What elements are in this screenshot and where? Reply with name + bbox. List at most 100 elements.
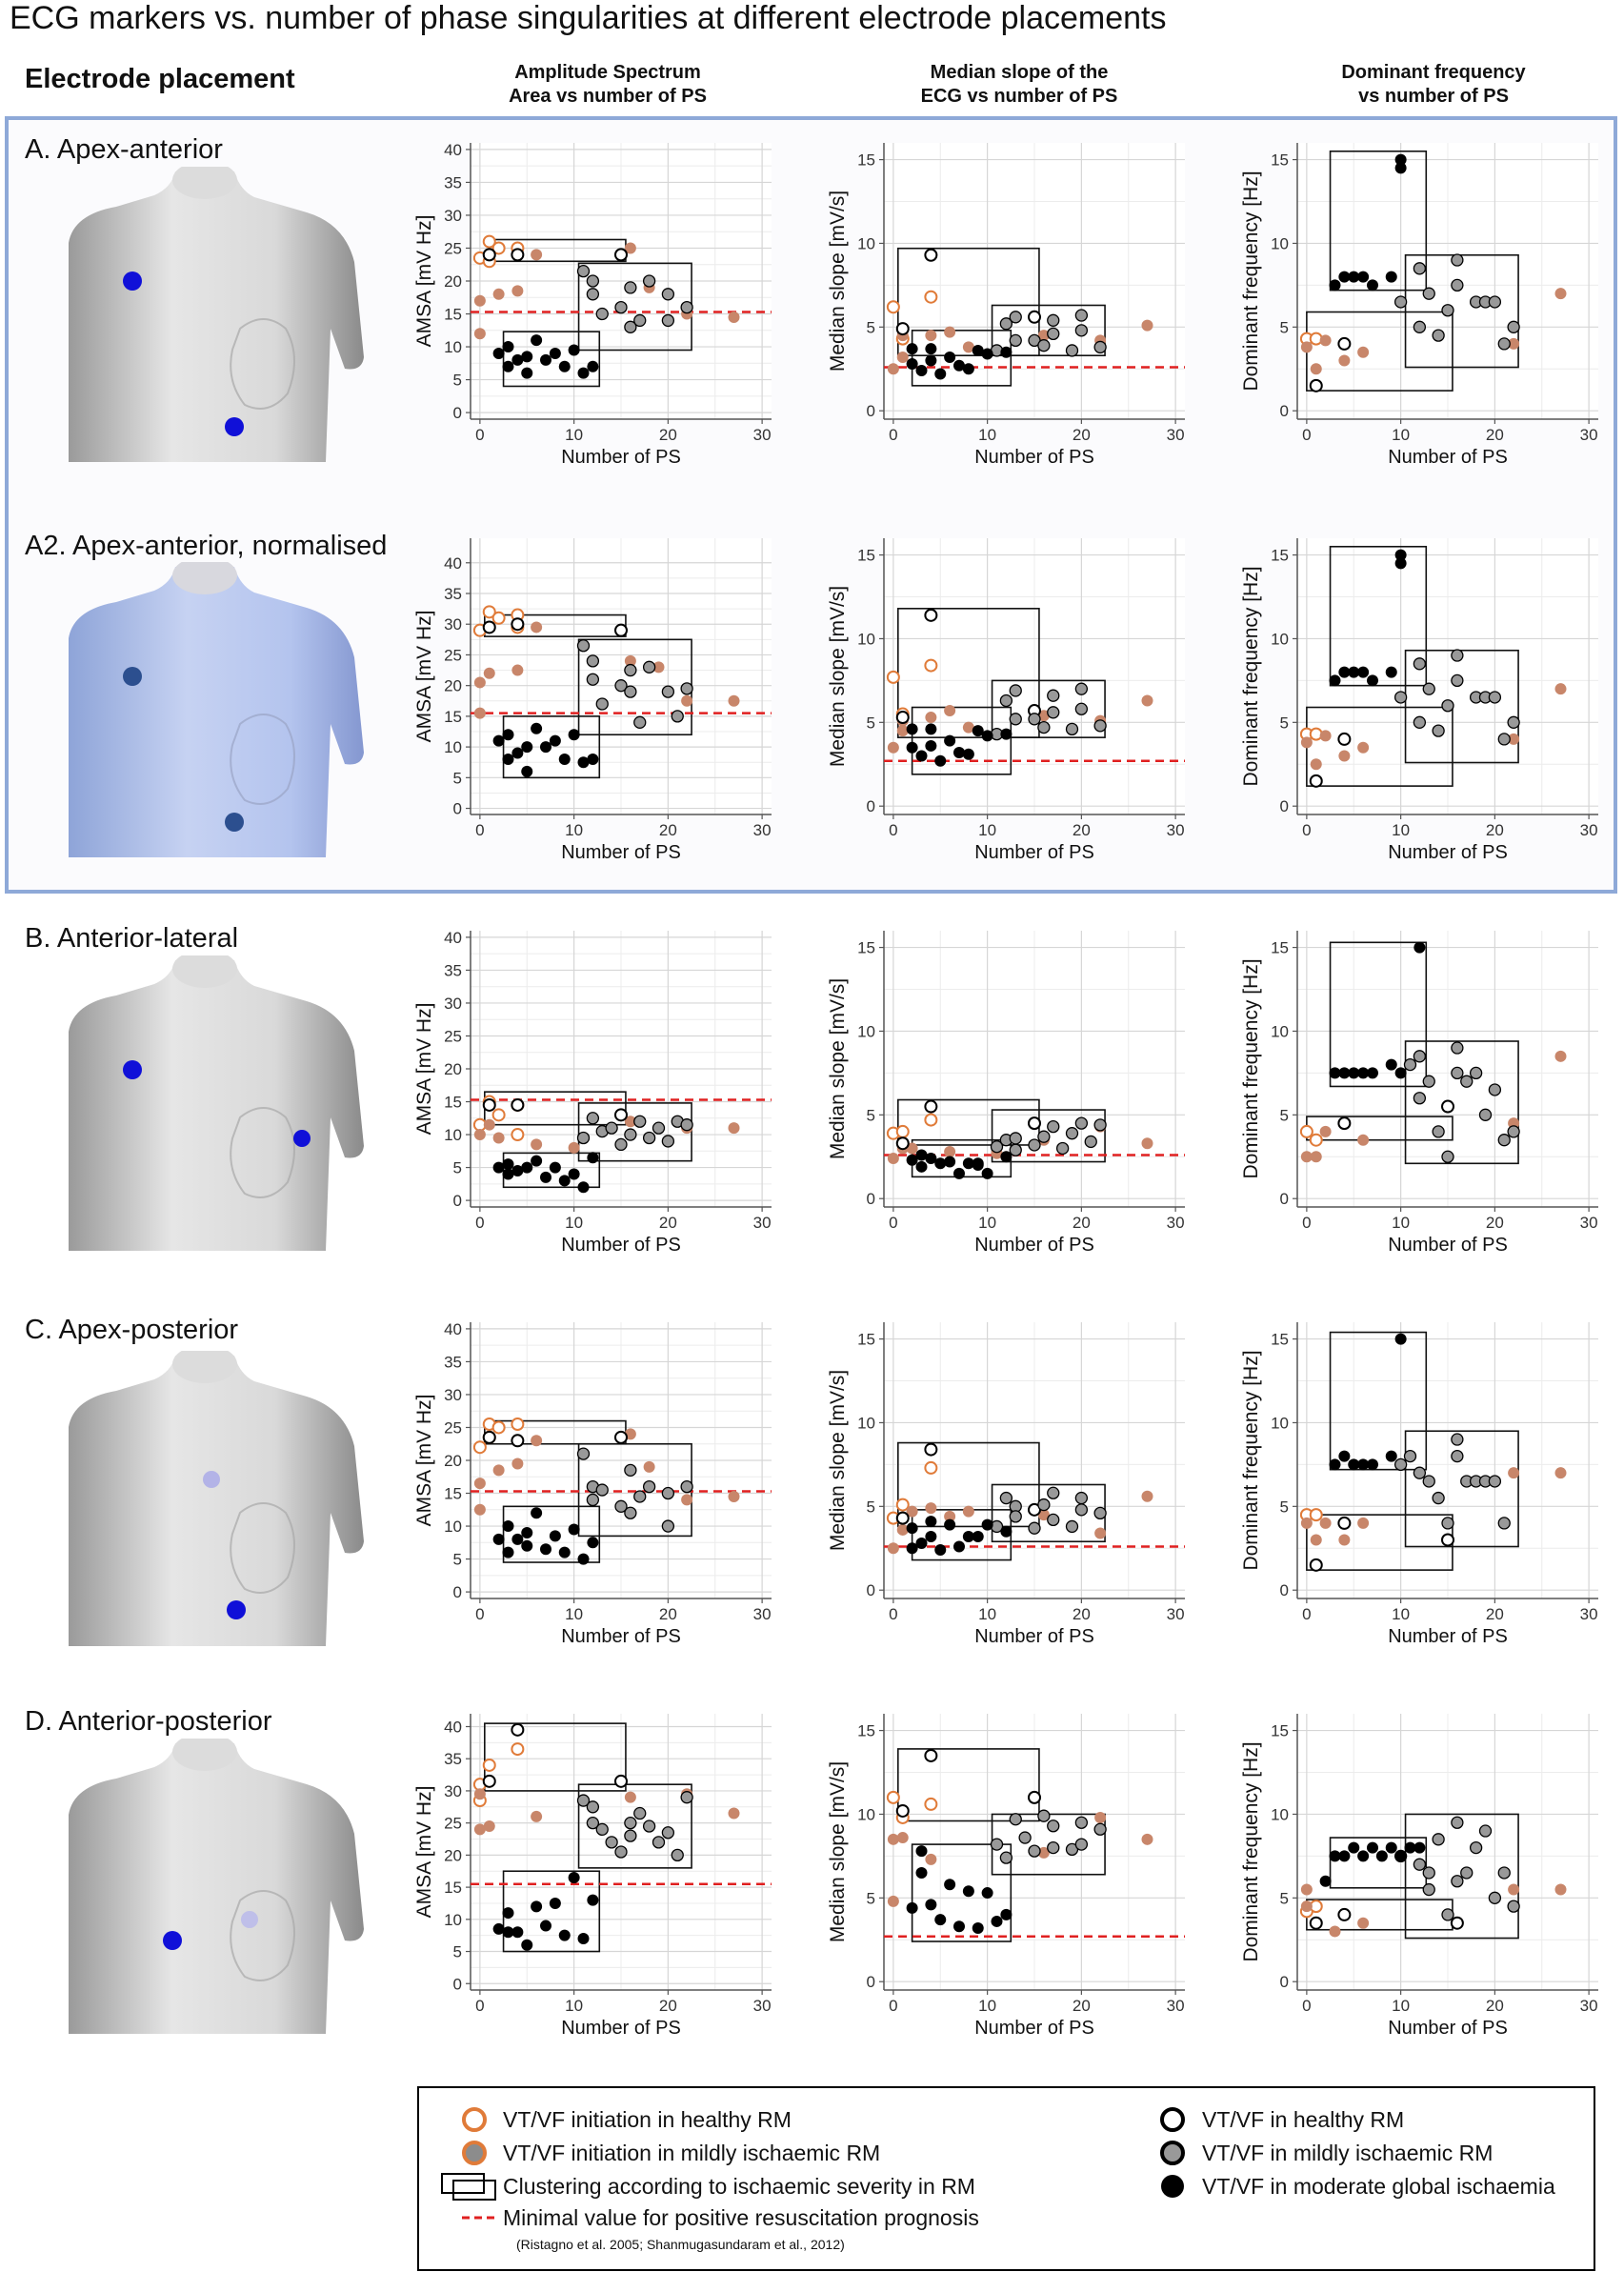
point-healthy-vtvf: [1450, 1916, 1464, 1930]
point-moderate-vtvf: [577, 1933, 590, 1945]
point-moderate-vtvf: [1348, 1458, 1360, 1471]
legend-label-threshold: Minimal value for positive resuscitation…: [503, 2205, 979, 2230]
x-tick-label: 30: [1167, 1605, 1185, 1623]
point-healthy-initiation: [491, 1420, 506, 1435]
point-mild-vtvf: [614, 679, 628, 693]
point-moderate-vtvf: [915, 1160, 928, 1173]
point-mild-vtvf: [1393, 1458, 1408, 1472]
point-moderate-vtvf: [1367, 279, 1378, 292]
point-mildly-initiation: [1300, 1883, 1313, 1896]
point-mild-vtvf: [1028, 713, 1041, 726]
point-mild-vtvf: [1497, 733, 1511, 746]
y-tick-label: 5: [453, 769, 462, 787]
legend-label-mild-vtvf: VT/VF in mildly ischaemic RM: [1202, 2141, 1494, 2165]
point-moderate-vtvf: [492, 1161, 505, 1174]
point-healthy-initiation: [895, 1498, 910, 1512]
y-axis-label: Dominant frequency [Hz]: [1240, 566, 1262, 786]
point-moderate-vtvf: [568, 1168, 580, 1180]
chart-r3-c2: 0 10 20 30 0 5 10 15 Number of PS Dominant freque…: [1240, 1322, 1598, 1647]
cluster-box: [1404, 1040, 1519, 1165]
point-moderate-vtvf: [906, 723, 918, 735]
point-mild-vtvf: [633, 313, 647, 328]
point-moderate-vtvf: [915, 365, 928, 377]
point-mild-vtvf: [1018, 1831, 1032, 1844]
x-tick-label: 20: [1486, 1605, 1504, 1623]
point-mildly-initiation: [531, 249, 543, 261]
point-moderate-vtvf: [972, 725, 984, 737]
point-mild-vtvf: [614, 1137, 628, 1152]
point-mildly-initiation: [1037, 1509, 1050, 1521]
point-moderate-vtvf: [1394, 1067, 1407, 1079]
y-axis-label: AMSA [mV Hz]: [413, 1786, 435, 1919]
point-healthy-vtvf: [511, 1434, 525, 1448]
point-mild-vtvf: [1413, 715, 1427, 729]
point-healthy-vtvf: [511, 1097, 525, 1112]
point-moderate-vtvf: [511, 1926, 524, 1939]
x-tick-label: 10: [1392, 1997, 1410, 2015]
point-mild-vtvf: [1047, 327, 1060, 341]
point-mildly-initiation: [728, 311, 740, 323]
point-mild-vtvf: [624, 1829, 637, 1842]
x-axis-label: Number of PS: [974, 2018, 1094, 2039]
point-moderate-vtvf: [944, 1518, 956, 1531]
point-mildly-initiation: [925, 712, 937, 724]
point-moderate-vtvf: [981, 1518, 993, 1531]
point-moderate-vtvf: [1413, 941, 1426, 954]
point-healthy-vtvf: [924, 1442, 938, 1457]
cluster-box: [1404, 253, 1519, 369]
point-mild-vtvf: [1507, 1125, 1520, 1138]
x-tick-label: 20: [1073, 426, 1091, 444]
point-healthy-vtvf: [482, 620, 496, 634]
point-mild-vtvf: [1488, 295, 1502, 309]
point-mildly-initiation: [1338, 1534, 1351, 1546]
point-healthy-initiation: [886, 670, 900, 684]
chart-r3-c0: 0 10 20 30 0 5 10 15 20 25 30 35 40 Number of PS AMSA …: [413, 1320, 772, 1647]
cluster-box: [911, 1509, 1012, 1561]
point-mildly-initiation: [1300, 1900, 1313, 1913]
point-healthy-vtvf: [1309, 774, 1323, 788]
cluster-box: [1404, 649, 1519, 764]
point-moderate-vtvf: [511, 1533, 524, 1545]
point-moderate-vtvf: [934, 368, 947, 380]
point-mild-vtvf: [1451, 278, 1464, 292]
point-mildly-initiation: [1037, 1846, 1050, 1859]
point-mild-vtvf: [1009, 713, 1022, 726]
point-mild-vtvf: [1009, 1143, 1022, 1156]
legend-marker-mild-vtvf: [1160, 2141, 1185, 2165]
y-tick-label: 0: [453, 800, 462, 818]
cluster-box: [1404, 1813, 1519, 1940]
point-mild-vtvf: [624, 1506, 637, 1519]
point-moderate-vtvf: [962, 1885, 974, 1898]
point-moderate-vtvf: [1394, 162, 1407, 174]
point-moderate-vtvf: [549, 734, 561, 747]
point-mildly-initiation: [1554, 1050, 1567, 1062]
x-axis-label: Number of PS: [561, 2018, 681, 2039]
y-tick-label: 0: [1280, 1973, 1289, 1991]
chart-r1-c1: 0 10 20 30 0 5 10 15 Number of PS Median slope [m…: [827, 538, 1185, 863]
point-mild-vtvf: [999, 694, 1013, 708]
x-tick-label: 20: [659, 1605, 677, 1623]
point-moderate-vtvf: [953, 1540, 965, 1553]
point-mildly-initiation: [1319, 730, 1332, 742]
y-tick-label: 10: [857, 1022, 875, 1040]
point-moderate-vtvf: [906, 1901, 918, 1914]
point-mild-vtvf: [1488, 1475, 1502, 1488]
point-mildly-initiation: [473, 1478, 486, 1490]
point-moderate-vtvf: [558, 1175, 571, 1187]
x-tick-label: 0: [889, 821, 897, 839]
point-healthy-vtvf: [924, 1748, 938, 1762]
point-mild-vtvf: [595, 1483, 609, 1497]
point-mildly-initiation: [1357, 1517, 1370, 1529]
cluster-box: [484, 1722, 627, 1792]
point-mild-vtvf: [1413, 657, 1427, 671]
point-healthy-initiation: [924, 658, 938, 673]
point-mild-vtvf: [1451, 649, 1464, 662]
y-tick-label: 15: [857, 151, 875, 170]
point-mild-vtvf: [1093, 1822, 1107, 1836]
point-mildly-initiation: [1319, 1125, 1332, 1137]
x-tick-label: 20: [659, 1214, 677, 1232]
point-moderate-vtvf: [502, 1926, 514, 1939]
point-moderate-vtvf: [531, 1507, 543, 1519]
point-mild-vtvf: [1028, 1521, 1041, 1535]
point-moderate-vtvf: [934, 1914, 947, 1926]
